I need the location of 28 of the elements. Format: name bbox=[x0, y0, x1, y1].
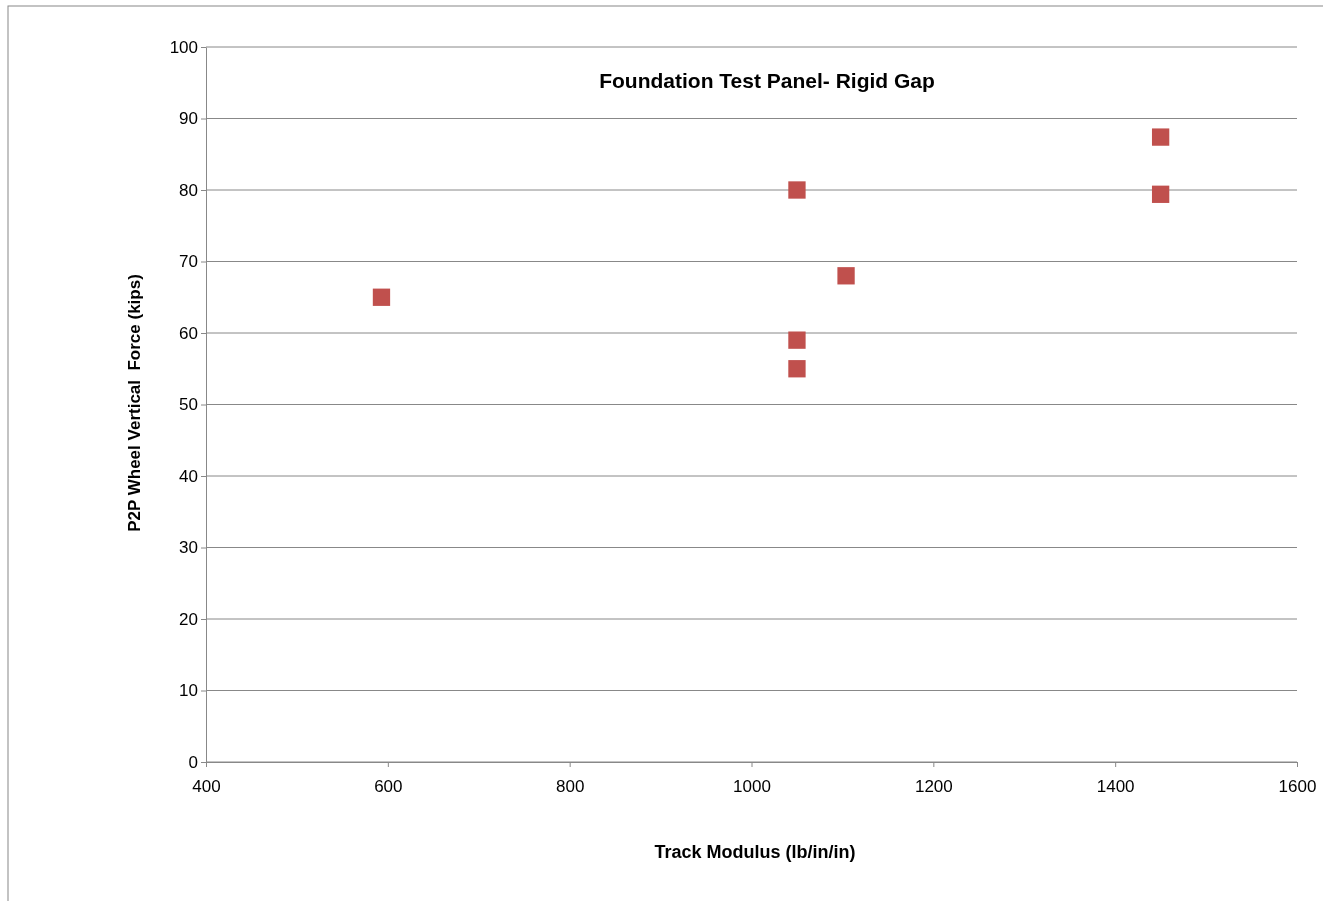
x-axis-title: Track Modulus (lb/in/in) bbox=[654, 842, 856, 862]
point bbox=[837, 267, 855, 285]
y-axis-title: P2P Wheel Vertical Force (kips) bbox=[125, 274, 144, 532]
point bbox=[788, 181, 806, 199]
x-tick-label: 800 bbox=[555, 777, 585, 797]
text: Foundation Test Panel- Rigid Gap bbox=[599, 69, 935, 92]
x-tick-label: 1000 bbox=[733, 777, 771, 797]
point bbox=[788, 360, 806, 378]
y-tick-label: 30 bbox=[179, 538, 198, 558]
y-tick-label: 40 bbox=[179, 466, 198, 486]
y-tick-label: 10 bbox=[179, 681, 198, 701]
x-tick-label: 400 bbox=[192, 777, 221, 797]
x-tick-label: 600 bbox=[374, 777, 403, 797]
y-tick-label: 0 bbox=[188, 752, 198, 772]
y-tick-label: 70 bbox=[179, 252, 198, 272]
y-tick-label: 50 bbox=[179, 395, 198, 415]
point bbox=[788, 331, 806, 349]
point bbox=[372, 288, 391, 306]
x-tick-label: 1200 bbox=[914, 777, 953, 797]
y-tick-label: 90 bbox=[179, 109, 198, 129]
x-tick-label: 1600 bbox=[1278, 777, 1317, 797]
point bbox=[1151, 185, 1170, 203]
y-tick-label: 80 bbox=[179, 180, 198, 200]
y-tick-label: 20 bbox=[179, 609, 198, 629]
y-tick-label: 100 bbox=[169, 37, 198, 57]
y-tick-label: 60 bbox=[179, 323, 198, 343]
point bbox=[1151, 128, 1170, 146]
x-tick-label: 1400 bbox=[1096, 777, 1135, 797]
